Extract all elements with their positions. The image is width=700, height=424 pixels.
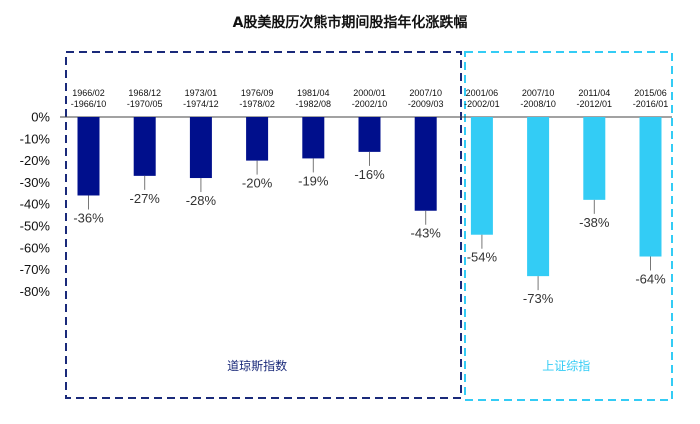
- data-label: -28%: [186, 193, 217, 208]
- data-label: -43%: [411, 226, 442, 241]
- bar: [246, 117, 269, 161]
- category-label-start: 1981/04: [297, 88, 330, 98]
- bar: [133, 117, 156, 176]
- category-label-start: 2001/06: [466, 88, 499, 98]
- bar: [358, 117, 381, 152]
- plot-area: 道琼斯指数 上证综指 0% -10% -20% -30% -40% -50% -60% -70% -…: [20, 51, 673, 401]
- category-label-end: -1974/12: [183, 99, 219, 109]
- category-label-end: -1970/05: [127, 99, 163, 109]
- category-label-end: -1982/08: [296, 99, 332, 109]
- data-label: -73%: [523, 291, 554, 306]
- category-label-end: -2002/10: [352, 99, 388, 109]
- y-tick-label: -50%: [20, 219, 51, 234]
- category-label-end: -1978/02: [239, 99, 275, 109]
- data-label: -27%: [130, 191, 161, 206]
- category-label-end: -2008/10: [520, 99, 556, 109]
- bar: [639, 117, 662, 257]
- category-label-end: -2009/03: [408, 99, 444, 109]
- group-frame-2: [464, 51, 673, 401]
- category-label-start: 2007/10: [409, 88, 442, 98]
- category-label-start: 1976/09: [241, 88, 274, 98]
- y-tick-label: -70%: [20, 262, 51, 277]
- data-label: -16%: [354, 167, 385, 182]
- data-label: -64%: [635, 272, 666, 287]
- data-label: -36%: [73, 210, 104, 225]
- chart-title: A股美股历次熊市期间股指年化涨跌幅: [233, 14, 468, 31]
- bar: [302, 117, 325, 159]
- bar: [77, 117, 100, 196]
- y-tick-label: -80%: [20, 284, 51, 299]
- y-tick-label: -30%: [20, 175, 51, 190]
- group-label-2: 上证综指: [542, 358, 590, 373]
- data-label: -54%: [467, 250, 498, 265]
- group-frame-1: [65, 51, 462, 399]
- category-label-start: 2015/06: [634, 88, 667, 98]
- category-label-start: 1968/12: [128, 88, 161, 98]
- data-label: -38%: [579, 215, 610, 230]
- category-label-end: -2012/01: [577, 99, 613, 109]
- y-tick-label: 0%: [31, 110, 50, 125]
- y-tick-label: -20%: [20, 153, 51, 168]
- category-label-end: -1966/10: [71, 99, 107, 109]
- category-label-end: -2002/01: [464, 99, 500, 109]
- data-label: -20%: [242, 176, 273, 191]
- bar: [189, 117, 212, 179]
- y-tick-label: -60%: [20, 240, 51, 255]
- bar: [583, 117, 606, 200]
- category-label-start: 2000/01: [353, 88, 386, 98]
- category-label-start: 1973/01: [185, 88, 218, 98]
- group-label-1: 道琼斯指数: [227, 358, 287, 373]
- bar: [414, 117, 437, 211]
- category-label-end: -2016/01: [633, 99, 669, 109]
- category-label-start: 2011/04: [578, 88, 610, 98]
- bar: [527, 117, 550, 277]
- category-label-start: 2007/10: [522, 88, 555, 98]
- bar: [470, 117, 493, 235]
- category-label-start: 1966/02: [72, 88, 105, 98]
- y-tick-label: -40%: [20, 197, 51, 212]
- data-label: -19%: [298, 173, 329, 188]
- y-tick-label: -10%: [20, 131, 51, 146]
